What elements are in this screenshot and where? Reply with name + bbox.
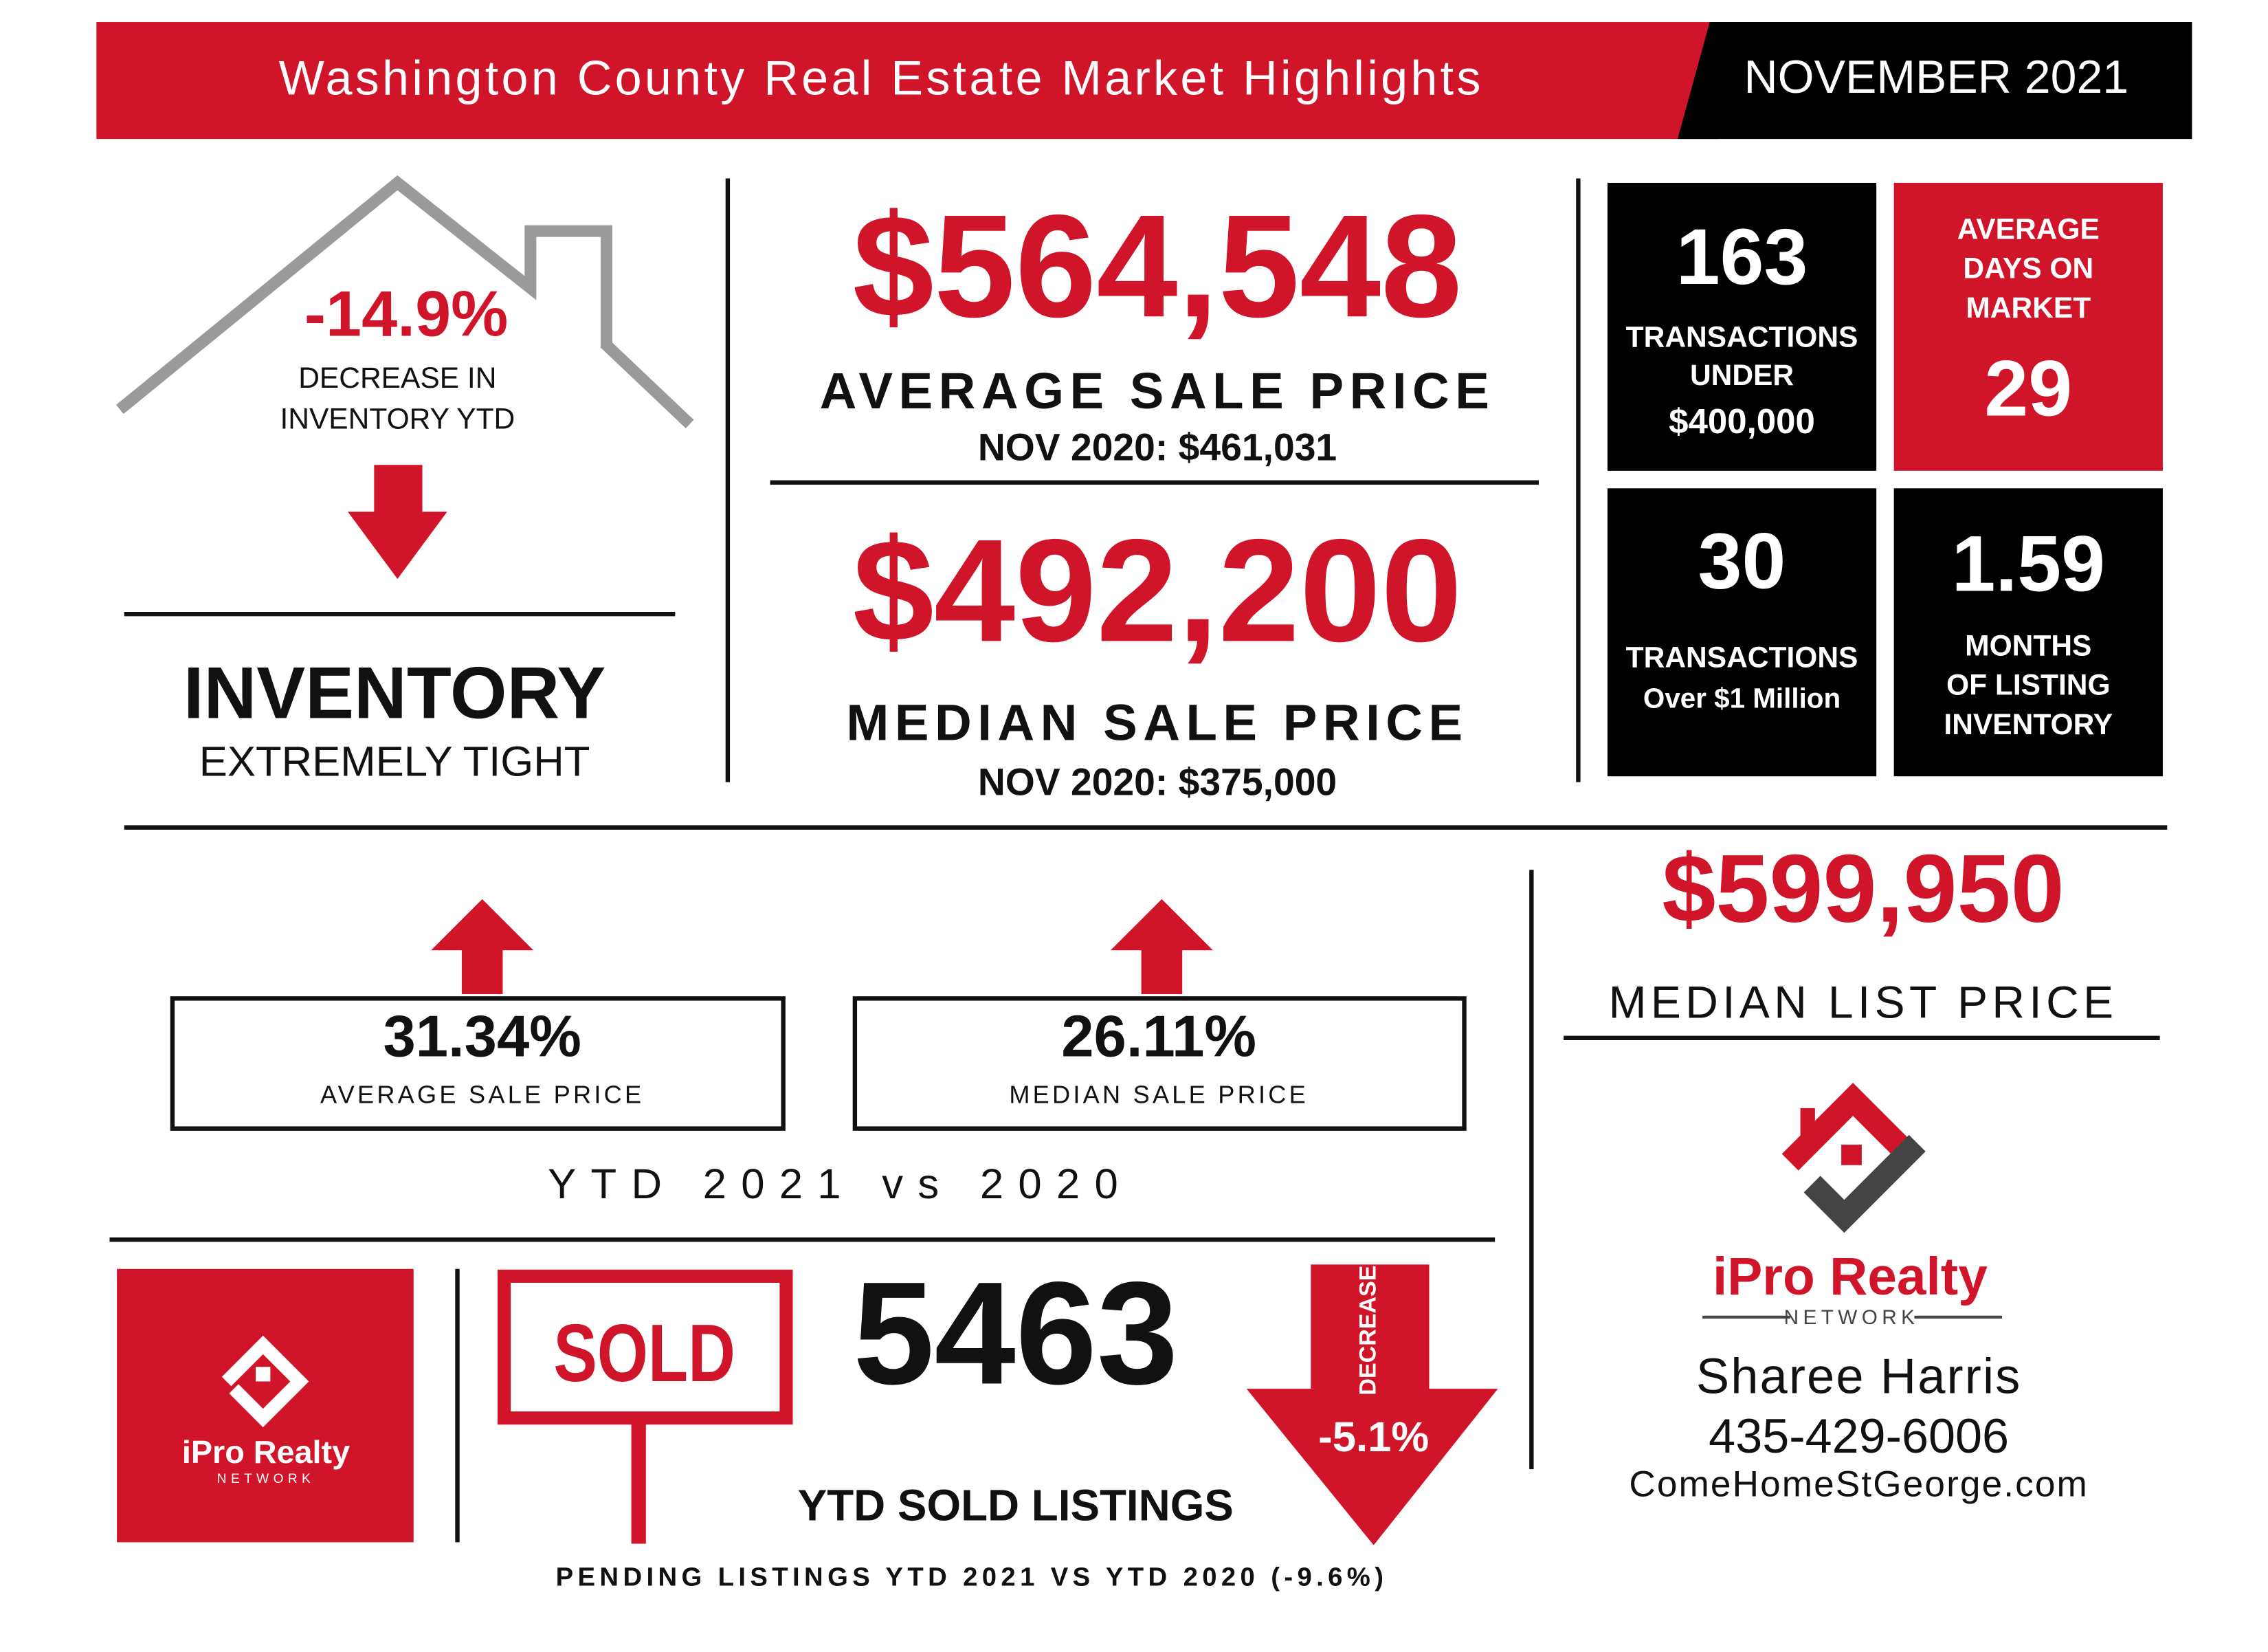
tile-label: UNDER <box>1690 360 1794 392</box>
pending-note: PENDING LISTINGS YTD 2021 VS YTD 2020 (-… <box>556 1563 1388 1592</box>
tile-label: INVENTORY <box>1944 709 2113 741</box>
logo <box>1781 1083 1926 1233</box>
sold-sign <box>498 1269 793 1425</box>
ytd-box <box>170 996 786 1131</box>
inventory-change: -14.9% <box>304 277 508 349</box>
contact-website: ComeHomeStGeorge.com <box>1629 1464 2089 1505</box>
price-comparison: NOV 2020: $375,000 <box>978 761 1337 804</box>
brand-name: iPro Realty <box>1713 1248 1988 1306</box>
inventory-description: DECREASE IN <box>298 362 496 395</box>
header-title: Washington County Real Estate Market Hig… <box>279 51 1484 105</box>
brand-tagline: NETWORK <box>217 1472 315 1486</box>
sold-label: YTD SOLD LISTINGS <box>798 1480 1234 1530</box>
date-bar <box>1677 22 2192 140</box>
header-bar <box>96 22 1719 140</box>
contact-phone: 435-429-6006 <box>1709 1409 2009 1463</box>
brand-name: iPro Realty <box>182 1434 350 1470</box>
list-price-value: $599,950 <box>1662 835 2064 943</box>
price-label: AVERAGE SALE PRICE <box>820 362 1496 419</box>
tile-label: DAYS ON <box>1963 253 2093 285</box>
price-value: $564,548 <box>853 185 1463 348</box>
ytd-value: 31.34% <box>383 1004 581 1070</box>
tile-label: $400,000 <box>1669 401 1815 441</box>
ytd-label: MEDIAN SALE PRICE <box>1009 1080 1309 1108</box>
tile-label: Over $1 Million <box>1643 682 1841 714</box>
tile-value: 30 <box>1698 517 1786 605</box>
tile-label: MONTHS <box>1965 630 2091 662</box>
logo <box>221 1335 309 1428</box>
brand-tagline: NETWORK <box>1784 1306 1920 1329</box>
stat-tile <box>1893 488 2163 777</box>
logo-box <box>117 1268 414 1543</box>
sold-sign-text: SOLD <box>553 1307 735 1399</box>
decrease-arrow <box>1246 1264 1498 1545</box>
ytd-label: AVERAGE SALE PRICE <box>320 1080 644 1108</box>
header-date: NOVEMBER 2021 <box>1744 51 2129 103</box>
up-arrow <box>431 899 534 995</box>
inventory-heading: INVENTORY <box>184 652 605 734</box>
list-price-label: MEDIAN LIST PRICE <box>1609 976 2118 1027</box>
tile-label: AVERAGE <box>1957 213 2100 245</box>
price-label: MEDIAN SALE PRICE <box>846 694 1468 751</box>
tile-value: 1.59 <box>1952 520 2105 608</box>
price-value: $492,200 <box>853 509 1463 672</box>
ytd-caption: YTD 2021 vs 2020 <box>548 1160 1133 1208</box>
stat-tile <box>1607 182 1877 471</box>
sold-change: -5.1% <box>1318 1413 1429 1461</box>
tile-label: OF LISTING <box>1946 670 2111 702</box>
house-outline <box>115 175 694 428</box>
price-comparison: NOV 2020: $461,031 <box>978 426 1337 469</box>
sign-post <box>631 1424 646 1544</box>
sold-value: 5463 <box>853 1253 1178 1416</box>
up-arrow <box>1110 899 1213 995</box>
tile-value: 163 <box>1676 213 1808 301</box>
stat-tile <box>1607 488 1877 777</box>
inventory-subheading: EXTREMELY TIGHT <box>199 738 590 785</box>
ytd-box <box>852 996 1467 1131</box>
contact-name: Sharee Harris <box>1696 1349 2022 1404</box>
tile-label: MARKET <box>1966 292 2091 324</box>
down-arrow <box>348 465 447 580</box>
tile-value: 29 <box>1984 345 2072 433</box>
tile-label: TRANSACTIONS <box>1626 322 1858 354</box>
arrow-label: DECREASE <box>1355 1266 1381 1396</box>
ytd-value: 26.11% <box>1061 1004 1256 1070</box>
tile-label: TRANSACTIONS <box>1626 641 1858 674</box>
stat-tile <box>1893 182 2163 471</box>
inventory-description: INVENTORY YTD <box>280 404 515 436</box>
